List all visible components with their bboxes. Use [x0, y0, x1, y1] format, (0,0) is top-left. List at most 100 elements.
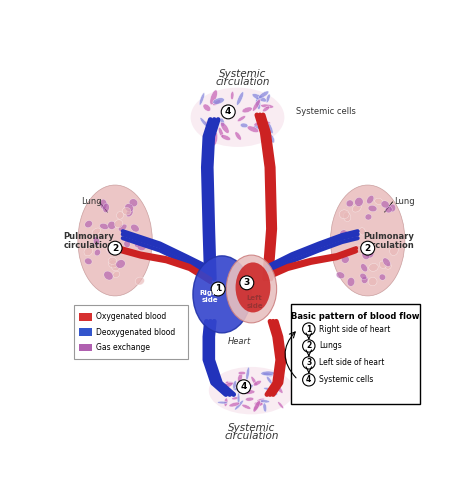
Ellipse shape [205, 121, 212, 130]
Ellipse shape [251, 376, 257, 386]
Ellipse shape [330, 185, 405, 296]
Circle shape [108, 241, 122, 255]
Text: Basic pattern of blood flow: Basic pattern of blood flow [292, 312, 420, 321]
Ellipse shape [94, 249, 100, 256]
Ellipse shape [242, 390, 255, 394]
Ellipse shape [100, 223, 109, 229]
Ellipse shape [223, 381, 228, 390]
Text: Pulmonary: Pulmonary [63, 232, 114, 241]
Ellipse shape [108, 221, 116, 230]
Ellipse shape [220, 122, 229, 133]
Ellipse shape [258, 91, 269, 98]
Ellipse shape [245, 397, 254, 401]
Ellipse shape [226, 381, 235, 385]
Text: circulation: circulation [63, 242, 114, 250]
Text: 2: 2 [365, 244, 371, 252]
Text: Heart: Heart [228, 337, 251, 346]
Ellipse shape [210, 90, 218, 105]
Circle shape [302, 340, 315, 352]
Ellipse shape [111, 262, 120, 271]
Ellipse shape [341, 255, 349, 263]
Ellipse shape [346, 200, 354, 207]
Ellipse shape [253, 400, 263, 411]
Ellipse shape [369, 263, 378, 271]
Ellipse shape [124, 241, 130, 248]
Ellipse shape [199, 93, 205, 105]
Ellipse shape [381, 201, 389, 208]
Ellipse shape [390, 246, 398, 255]
Ellipse shape [252, 94, 267, 102]
Ellipse shape [264, 387, 272, 390]
Ellipse shape [339, 210, 349, 219]
Ellipse shape [125, 204, 134, 212]
Ellipse shape [354, 245, 363, 254]
Bar [80, 344, 92, 351]
Ellipse shape [108, 257, 117, 264]
Text: Systemic: Systemic [228, 423, 275, 433]
FancyBboxPatch shape [74, 305, 188, 359]
Ellipse shape [253, 380, 261, 386]
Ellipse shape [366, 250, 374, 258]
Ellipse shape [109, 260, 118, 268]
Ellipse shape [361, 276, 368, 283]
Ellipse shape [240, 123, 248, 128]
Ellipse shape [230, 91, 234, 100]
Ellipse shape [385, 263, 392, 269]
Ellipse shape [352, 204, 361, 212]
Text: 3: 3 [306, 359, 311, 368]
Circle shape [237, 380, 251, 394]
Ellipse shape [254, 402, 263, 406]
Ellipse shape [263, 403, 267, 412]
Ellipse shape [244, 384, 253, 389]
Ellipse shape [253, 99, 261, 111]
Ellipse shape [203, 104, 211, 111]
Ellipse shape [220, 118, 225, 126]
Ellipse shape [242, 107, 252, 113]
Ellipse shape [218, 401, 228, 404]
Ellipse shape [84, 258, 92, 264]
Ellipse shape [246, 367, 250, 380]
Text: 2: 2 [112, 244, 118, 252]
Bar [80, 328, 92, 336]
Text: 1: 1 [215, 285, 221, 294]
Ellipse shape [100, 199, 107, 209]
Ellipse shape [355, 197, 363, 206]
Ellipse shape [92, 228, 100, 235]
Ellipse shape [347, 277, 355, 286]
Ellipse shape [367, 195, 374, 204]
Ellipse shape [254, 124, 267, 129]
Ellipse shape [336, 272, 345, 279]
Ellipse shape [235, 400, 244, 410]
Ellipse shape [226, 255, 277, 323]
Text: Systemic cells: Systemic cells [296, 107, 356, 117]
Ellipse shape [263, 372, 273, 376]
Ellipse shape [219, 127, 224, 137]
Ellipse shape [379, 261, 386, 268]
Ellipse shape [116, 260, 125, 268]
Circle shape [361, 241, 374, 255]
Ellipse shape [211, 132, 218, 146]
Ellipse shape [368, 205, 377, 212]
Ellipse shape [118, 224, 127, 231]
Text: Right side of heart: Right side of heart [319, 324, 390, 333]
Ellipse shape [210, 121, 218, 131]
Ellipse shape [365, 214, 372, 220]
Ellipse shape [261, 127, 268, 135]
Text: 4: 4 [306, 375, 311, 384]
Text: Gas exchange: Gas exchange [96, 343, 150, 352]
Ellipse shape [247, 126, 259, 132]
Text: circulation: circulation [364, 242, 414, 250]
Text: 4: 4 [225, 107, 231, 117]
Ellipse shape [206, 128, 213, 140]
Ellipse shape [267, 390, 278, 395]
Text: Lungs: Lungs [319, 341, 342, 351]
Ellipse shape [191, 88, 284, 147]
Ellipse shape [221, 135, 231, 140]
Ellipse shape [129, 199, 137, 207]
Ellipse shape [220, 389, 228, 396]
Ellipse shape [114, 220, 123, 228]
FancyBboxPatch shape [291, 304, 420, 404]
Text: circulation: circulation [224, 431, 279, 440]
Ellipse shape [266, 376, 272, 384]
Ellipse shape [261, 371, 275, 376]
